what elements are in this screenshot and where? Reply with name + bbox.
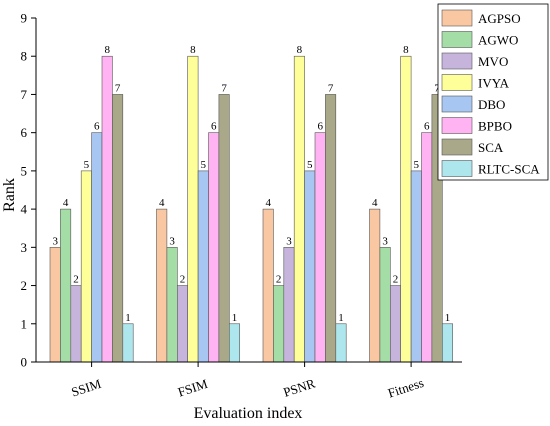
- x-tick-label-fitness: Fitness: [386, 375, 426, 401]
- bar-agpso-fsim: [156, 208, 168, 363]
- data-label-agpso-psnr: 4: [265, 197, 271, 209]
- legend-label-bpbo: BPBO: [478, 119, 512, 134]
- y-tick-label: 9: [21, 11, 28, 26]
- legend-label-agwo: AGWO: [478, 33, 518, 48]
- legend-label-agpso: AGPSO: [478, 11, 521, 26]
- legend-swatch-agwo: [441, 31, 473, 48]
- legend-swatch-ivya: [441, 74, 473, 91]
- x-tick-label-psnr: PSNR: [281, 375, 317, 399]
- data-label-bpbo-fitness: 6: [424, 121, 430, 133]
- plot-bars: 3 4 2 5 6 8 7 1 4 3 2 8 5 6 7 1 4 2 3 8 5 6 7 1 4 3 2 8 5 6 7 1: [49, 44, 453, 363]
- y-tick-label: 6: [21, 125, 28, 140]
- legend-label-mvo: MVO: [478, 54, 508, 69]
- data-label-bpbo-ssim: 8: [104, 44, 110, 56]
- data-label-mvo-fsim: 2: [180, 274, 186, 286]
- bar-sca-psnr: [325, 94, 337, 363]
- bar-agwo-fsim: [166, 247, 178, 363]
- data-label-agpso-fitness: 4: [372, 197, 378, 209]
- bar-bpbo-fsim: [208, 132, 220, 363]
- data-label-sca-psnr: 7: [328, 82, 334, 94]
- bar-mvo-ssim: [70, 285, 82, 363]
- data-label-sca-fsim: 7: [221, 82, 227, 94]
- legend-swatch-rltc-sca: [441, 160, 473, 177]
- bar-agwo-ssim: [60, 208, 72, 363]
- bar-agwo-fitness: [379, 247, 391, 363]
- bar-sca-ssim: [112, 94, 124, 363]
- bar-sca-fsim: [218, 94, 230, 363]
- x-axis-title: Evaluation index: [194, 405, 303, 422]
- legend-label-ivya: IVYA: [478, 76, 510, 91]
- legend-swatch-mvo: [441, 52, 473, 70]
- data-label-mvo-ssim: 2: [73, 274, 79, 286]
- data-label-dbo-fitness: 5: [414, 159, 420, 171]
- data-label-rltc-sca-psnr: 1: [338, 312, 344, 324]
- bar-ivya-ssim: [80, 170, 92, 363]
- bar-mvo-fitness: [389, 285, 401, 363]
- data-label-sca-ssim: 7: [115, 82, 121, 94]
- data-label-agwo-psnr: 2: [276, 274, 282, 286]
- data-label-bpbo-psnr: 6: [317, 121, 323, 133]
- legend-swatch-agpso: [441, 9, 473, 27]
- y-tick-label: 0: [21, 355, 28, 370]
- bar-dbo-fitness: [410, 170, 422, 363]
- x-tick-label-fsim: FSIM: [176, 376, 210, 400]
- bar-mvo-psnr: [283, 247, 295, 363]
- data-label-mvo-psnr: 3: [286, 235, 292, 247]
- data-label-dbo-fsim: 5: [201, 159, 207, 171]
- bar-bpbo-fitness: [421, 132, 433, 363]
- y-tick-label: 1: [21, 316, 28, 331]
- x-tick-label-ssim: SSIM: [69, 376, 103, 400]
- data-label-rltc-sca-fsim: 1: [232, 312, 238, 324]
- bar-bpbo-psnr: [314, 132, 326, 363]
- bar-ivya-fitness: [400, 55, 412, 363]
- legend-label-dbo: DBO: [478, 97, 505, 112]
- y-tick-label: 3: [21, 240, 28, 255]
- bar-dbo-psnr: [304, 170, 316, 363]
- bar-ivya-psnr: [293, 55, 305, 363]
- data-label-agwo-ssim: 4: [63, 197, 69, 209]
- data-label-agwo-fsim: 3: [169, 235, 175, 247]
- bar-ivya-fsim: [187, 55, 199, 363]
- bar-agpso-fitness: [369, 208, 381, 363]
- bar-agpso-ssim: [49, 247, 61, 363]
- data-label-ivya-psnr: 8: [297, 44, 303, 56]
- bar-rltc-sca-fsim: [229, 323, 241, 363]
- data-label-ivya-ssim: 5: [84, 159, 90, 171]
- bar-agpso-psnr: [262, 208, 274, 363]
- y-tick-label: 4: [21, 202, 28, 217]
- legend-swatch-sca: [441, 138, 473, 156]
- bar-bpbo-ssim: [101, 55, 113, 363]
- legend-swatch-dbo: [441, 95, 473, 113]
- bar-dbo-ssim: [91, 132, 103, 363]
- data-label-rltc-sca-ssim: 1: [125, 312, 131, 324]
- data-label-ivya-fitness: 8: [403, 44, 409, 56]
- bar-agwo-psnr: [273, 285, 285, 363]
- bar-rltc-sca-ssim: [122, 323, 134, 363]
- legend-label-rltc-sca: RLTC-SCA: [478, 162, 540, 177]
- bar-mvo-fsim: [177, 285, 189, 363]
- data-label-bpbo-fsim: 6: [211, 121, 217, 133]
- bar-dbo-fsim: [197, 170, 209, 363]
- legend-swatch-bpbo: [441, 117, 473, 134]
- legend-label-sca: SCA: [478, 140, 504, 155]
- data-label-agpso-ssim: 3: [52, 235, 58, 247]
- y-tick-label: 7: [21, 87, 28, 102]
- data-label-dbo-psnr: 5: [307, 159, 313, 171]
- y-tick-label: 5: [21, 163, 28, 178]
- data-label-rltc-sca-fitness: 1: [445, 312, 451, 324]
- data-label-agpso-fsim: 4: [159, 197, 165, 209]
- legend: AGPSO AGWO MVO IVYA DBO BPBO SCA RLTC-SCA: [437, 3, 549, 181]
- y-axis-title: Rank: [1, 178, 18, 212]
- bar-rltc-sca-fitness: [441, 323, 453, 363]
- data-label-sca-fitness: 7: [434, 82, 440, 94]
- data-label-ivya-fsim: 8: [190, 44, 196, 56]
- bar-rltc-sca-psnr: [335, 323, 347, 363]
- data-label-dbo-ssim: 6: [94, 121, 100, 133]
- data-label-mvo-fitness: 2: [393, 274, 399, 286]
- y-tick-label: 2: [21, 278, 28, 293]
- y-tick-label: 8: [21, 49, 28, 64]
- data-label-agwo-fitness: 3: [382, 235, 388, 247]
